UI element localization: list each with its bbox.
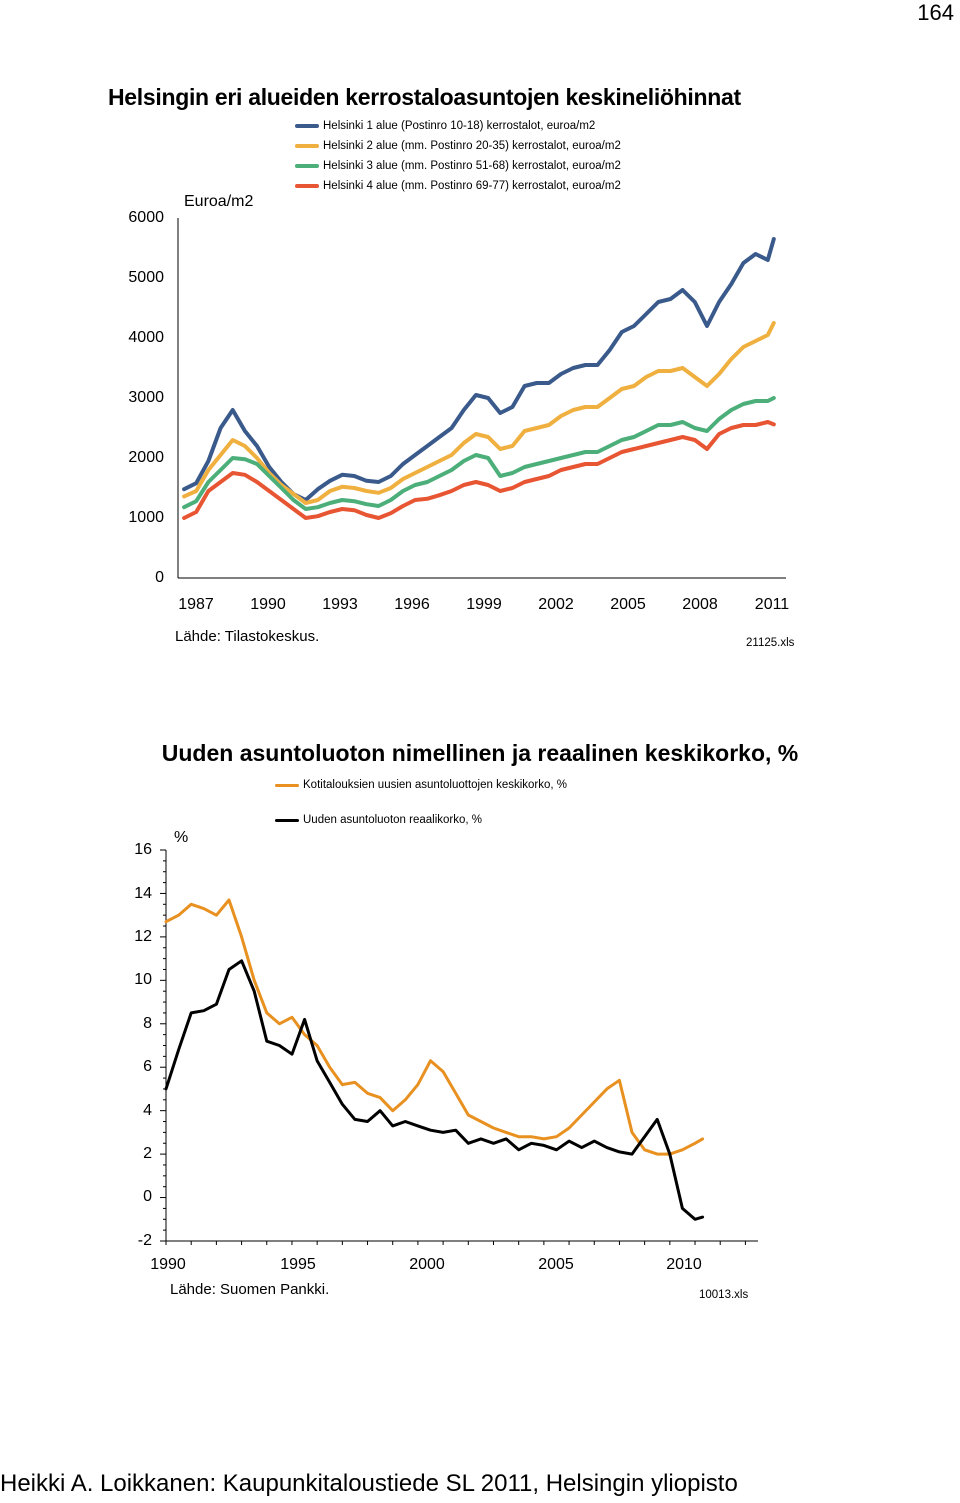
chart1-xtick: 2005	[610, 596, 646, 613]
chart1-ytick: 5000	[128, 269, 164, 286]
chart2-title: Uuden asuntoluoton nimellinen ja reaalin…	[161, 740, 799, 766]
legend-swatch	[295, 124, 319, 128]
chart2-series-line-1	[164, 898, 705, 1156]
chart2-ytick: 16	[134, 841, 152, 858]
chart2-xtick: 2005	[538, 1256, 574, 1273]
chart1-ytick: 6000	[128, 209, 164, 226]
legend-label: Helsinki 2 alue (mm. Postinro 20-35) ker…	[323, 140, 621, 152]
legend-swatch	[295, 164, 319, 168]
chart1-xtick: 1993	[322, 596, 358, 613]
chart2-ytick: 12	[134, 928, 152, 945]
chart1-source: Lähde: Tilastokeskus.	[175, 628, 320, 645]
chart1-xtick: 2002	[538, 596, 574, 613]
chart1-xtick: 1999	[466, 596, 502, 613]
legend-label: Kotitalouksien uusien asuntoluottojen ke…	[303, 779, 568, 791]
chart1-title: Helsingin eri alueiden kerrostaloasuntoj…	[108, 84, 741, 110]
chart1-legend-item-4: Helsinki 4 alue (mm. Postinro 69-77) ker…	[295, 180, 621, 192]
chart2-ytick: 0	[143, 1188, 152, 1205]
page-number: 164	[917, 0, 954, 25]
chart1-legend-item-1: Helsinki 1 alue (Postinro 10-18) kerrost…	[295, 120, 595, 132]
chart2-ytick: 4	[143, 1102, 152, 1119]
chart1-xtick: 1987	[178, 596, 214, 613]
chart1-ytick: 4000	[128, 329, 164, 346]
chart2-ytick: 6	[143, 1058, 152, 1075]
chart2-series-line-2	[164, 959, 705, 1221]
chart1-ytick: 3000	[128, 389, 164, 406]
chart1-ytick: 0	[155, 569, 164, 586]
legend-label: Helsinki 1 alue (Postinro 10-18) kerrost…	[323, 120, 596, 132]
chart1-xtick: 1996	[394, 596, 430, 613]
legend-label: Uuden asuntoluoton reaalikorko, %	[303, 814, 483, 826]
chart1-y-unit: Euroa/m2	[184, 193, 254, 210]
chart2-xtick: 2010	[666, 1256, 702, 1273]
chart2-xtick: 2000	[409, 1256, 445, 1273]
chart2-y-unit: %	[174, 829, 189, 846]
chart2-ytick: -2	[137, 1232, 152, 1249]
chart1-xtick: 2011	[754, 596, 790, 613]
chart2-xtick: 1995	[280, 1256, 316, 1273]
legend-swatch	[275, 818, 299, 822]
chart1-series-line-3	[182, 396, 776, 511]
chart1-file: 21125.xls	[746, 637, 795, 649]
chart2-ytick: 2	[143, 1145, 152, 1162]
chart2-ytick: 10	[134, 971, 152, 988]
chart1-ytick: 1000	[128, 509, 164, 526]
chart1-legend-item-2: Helsinki 2 alue (mm. Postinro 20-35) ker…	[295, 140, 621, 152]
chart2-source: Lähde: Suomen Pankki.	[170, 1281, 330, 1298]
legend-label: Helsinki 4 alue (mm. Postinro 69-77) ker…	[323, 180, 621, 192]
legend-swatch	[275, 783, 299, 787]
chart2-ytick: 8	[143, 1015, 152, 1032]
chart2-file: 10013.xls	[699, 1289, 749, 1301]
chart1-legend-item-3: Helsinki 3 alue (mm. Postinro 51-68) ker…	[295, 160, 621, 172]
footer-text: Heikki A. Loikkanen: Kaupunkitaloustiede…	[0, 1470, 738, 1497]
chart2-legend-item-1: Kotitalouksien uusien asuntoluottojen ke…	[275, 779, 567, 791]
chart2-xtick: 1990	[150, 1256, 186, 1273]
chart1-ytick: 2000	[128, 449, 164, 466]
chart1-series-line-4	[182, 420, 776, 520]
chart1-xtick: 1990	[250, 596, 286, 613]
chart2-legend-item-2: Uuden asuntoluoton reaalikorko, %	[275, 814, 482, 826]
legend-label: Helsinki 3 alue (mm. Postinro 51-68) ker…	[323, 160, 621, 172]
chart1-series-line-1	[182, 237, 776, 502]
legend-swatch	[295, 144, 319, 148]
chart1-xtick: 2008	[682, 596, 718, 613]
chart1-series-line-2	[182, 321, 776, 505]
chart2-ytick: 14	[134, 885, 152, 902]
legend-swatch	[295, 184, 319, 188]
